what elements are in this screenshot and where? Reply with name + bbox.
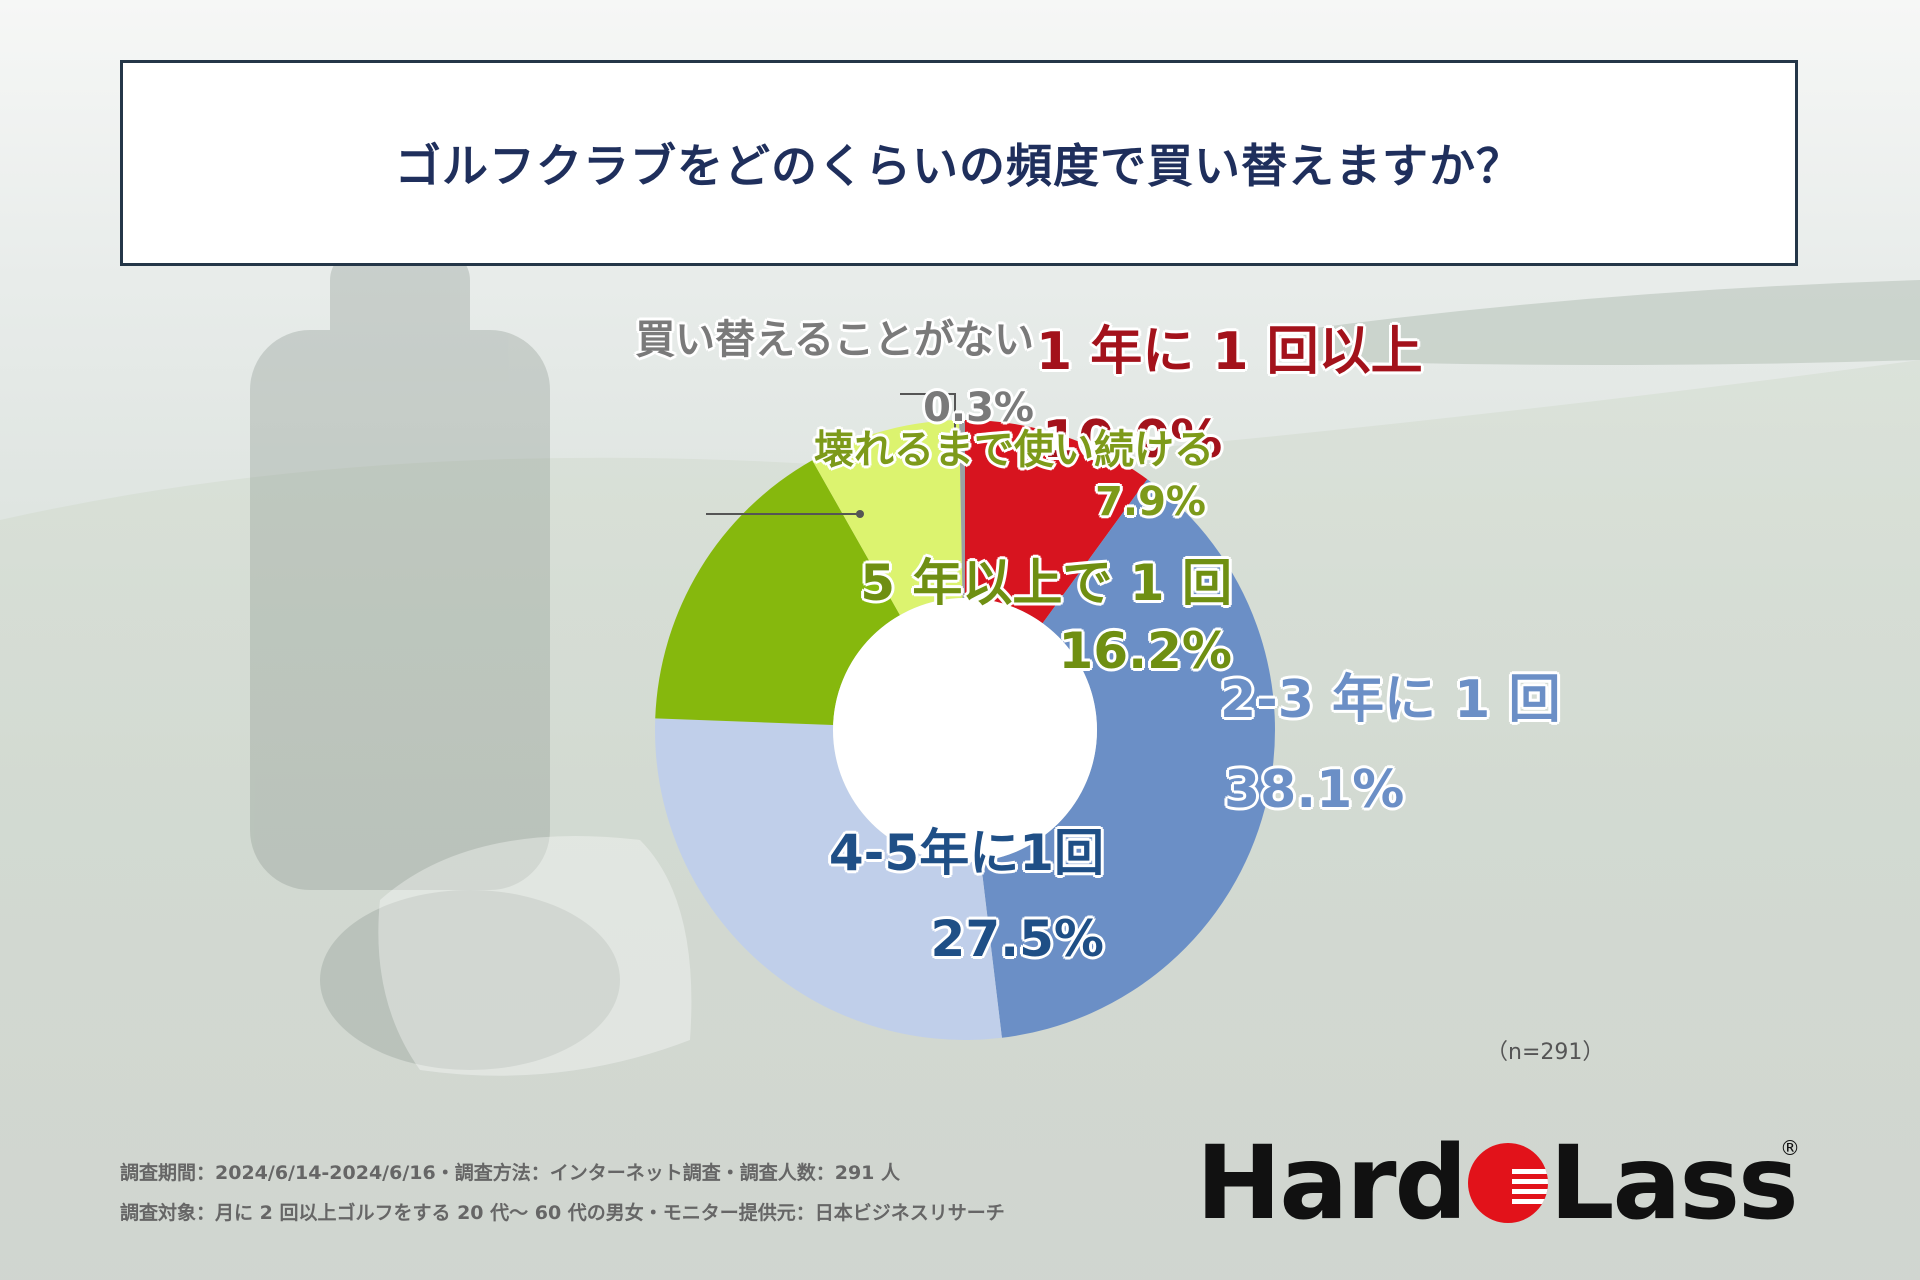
slice-5-plus-years	[655, 460, 900, 726]
footnote-line-2: 調査対象：月に 2 回以上ゴルフをする 20 代～ 60 代の男女・モニター提供…	[120, 1202, 1005, 1224]
label-4-5-years: 4-5年に1回	[828, 824, 1104, 882]
slice-until-broken	[812, 420, 963, 616]
value-never: 0.3%	[923, 385, 1034, 431]
hardlass-logo: Hard Lass	[1196, 1124, 1816, 1243]
logo-dot-icon	[1467, 1143, 1548, 1223]
label-2-3-years: 2-3 年に 1 回	[1220, 670, 1561, 730]
slice-1-per-year	[965, 420, 1148, 624]
leader-dot-never	[951, 458, 959, 466]
leader-dot-until-broken	[856, 510, 864, 518]
leader-lines	[706, 393, 959, 518]
value-2-3-years: 38.1%	[1224, 760, 1405, 820]
registered-mark: ®	[1780, 1136, 1800, 1160]
value-5-plus-years: 16.2%	[1058, 622, 1232, 680]
value-1-per-year: 10.0%	[1042, 410, 1223, 470]
value-4-5-years: 27.5%	[930, 910, 1104, 968]
donut-hole	[833, 598, 1097, 862]
label-1-per-year: 1 年に 1 回以上	[1036, 322, 1423, 382]
logo-text-left: Hard	[1196, 1123, 1468, 1243]
value-until-broken: 7.9%	[1095, 479, 1206, 525]
label-until-broken: 壊れるまで使い続ける	[814, 427, 1214, 473]
label-never: 買い替えることがない	[635, 317, 1034, 363]
title-box: ゴルフクラブをどのくらいの頻度で買い替えますか？	[120, 60, 1798, 266]
leader-line-never	[900, 393, 956, 460]
slice-2-3-years	[980, 479, 1275, 1038]
footnote-line-1: 調査期間：2024/6/14-2024/6/16・調査方法：インターネット調査・…	[120, 1162, 901, 1184]
label-5-plus-years: 5 年以上で 1 回	[860, 554, 1232, 612]
chart-title: ゴルフクラブをどのくらいの頻度で買い替えますか？	[395, 139, 1523, 193]
logo-text-right: Lass	[1549, 1123, 1799, 1243]
slice-never	[959, 420, 965, 599]
slice-4-5-years	[655, 718, 1002, 1040]
sample-size: （n=291）	[1486, 1040, 1605, 1065]
